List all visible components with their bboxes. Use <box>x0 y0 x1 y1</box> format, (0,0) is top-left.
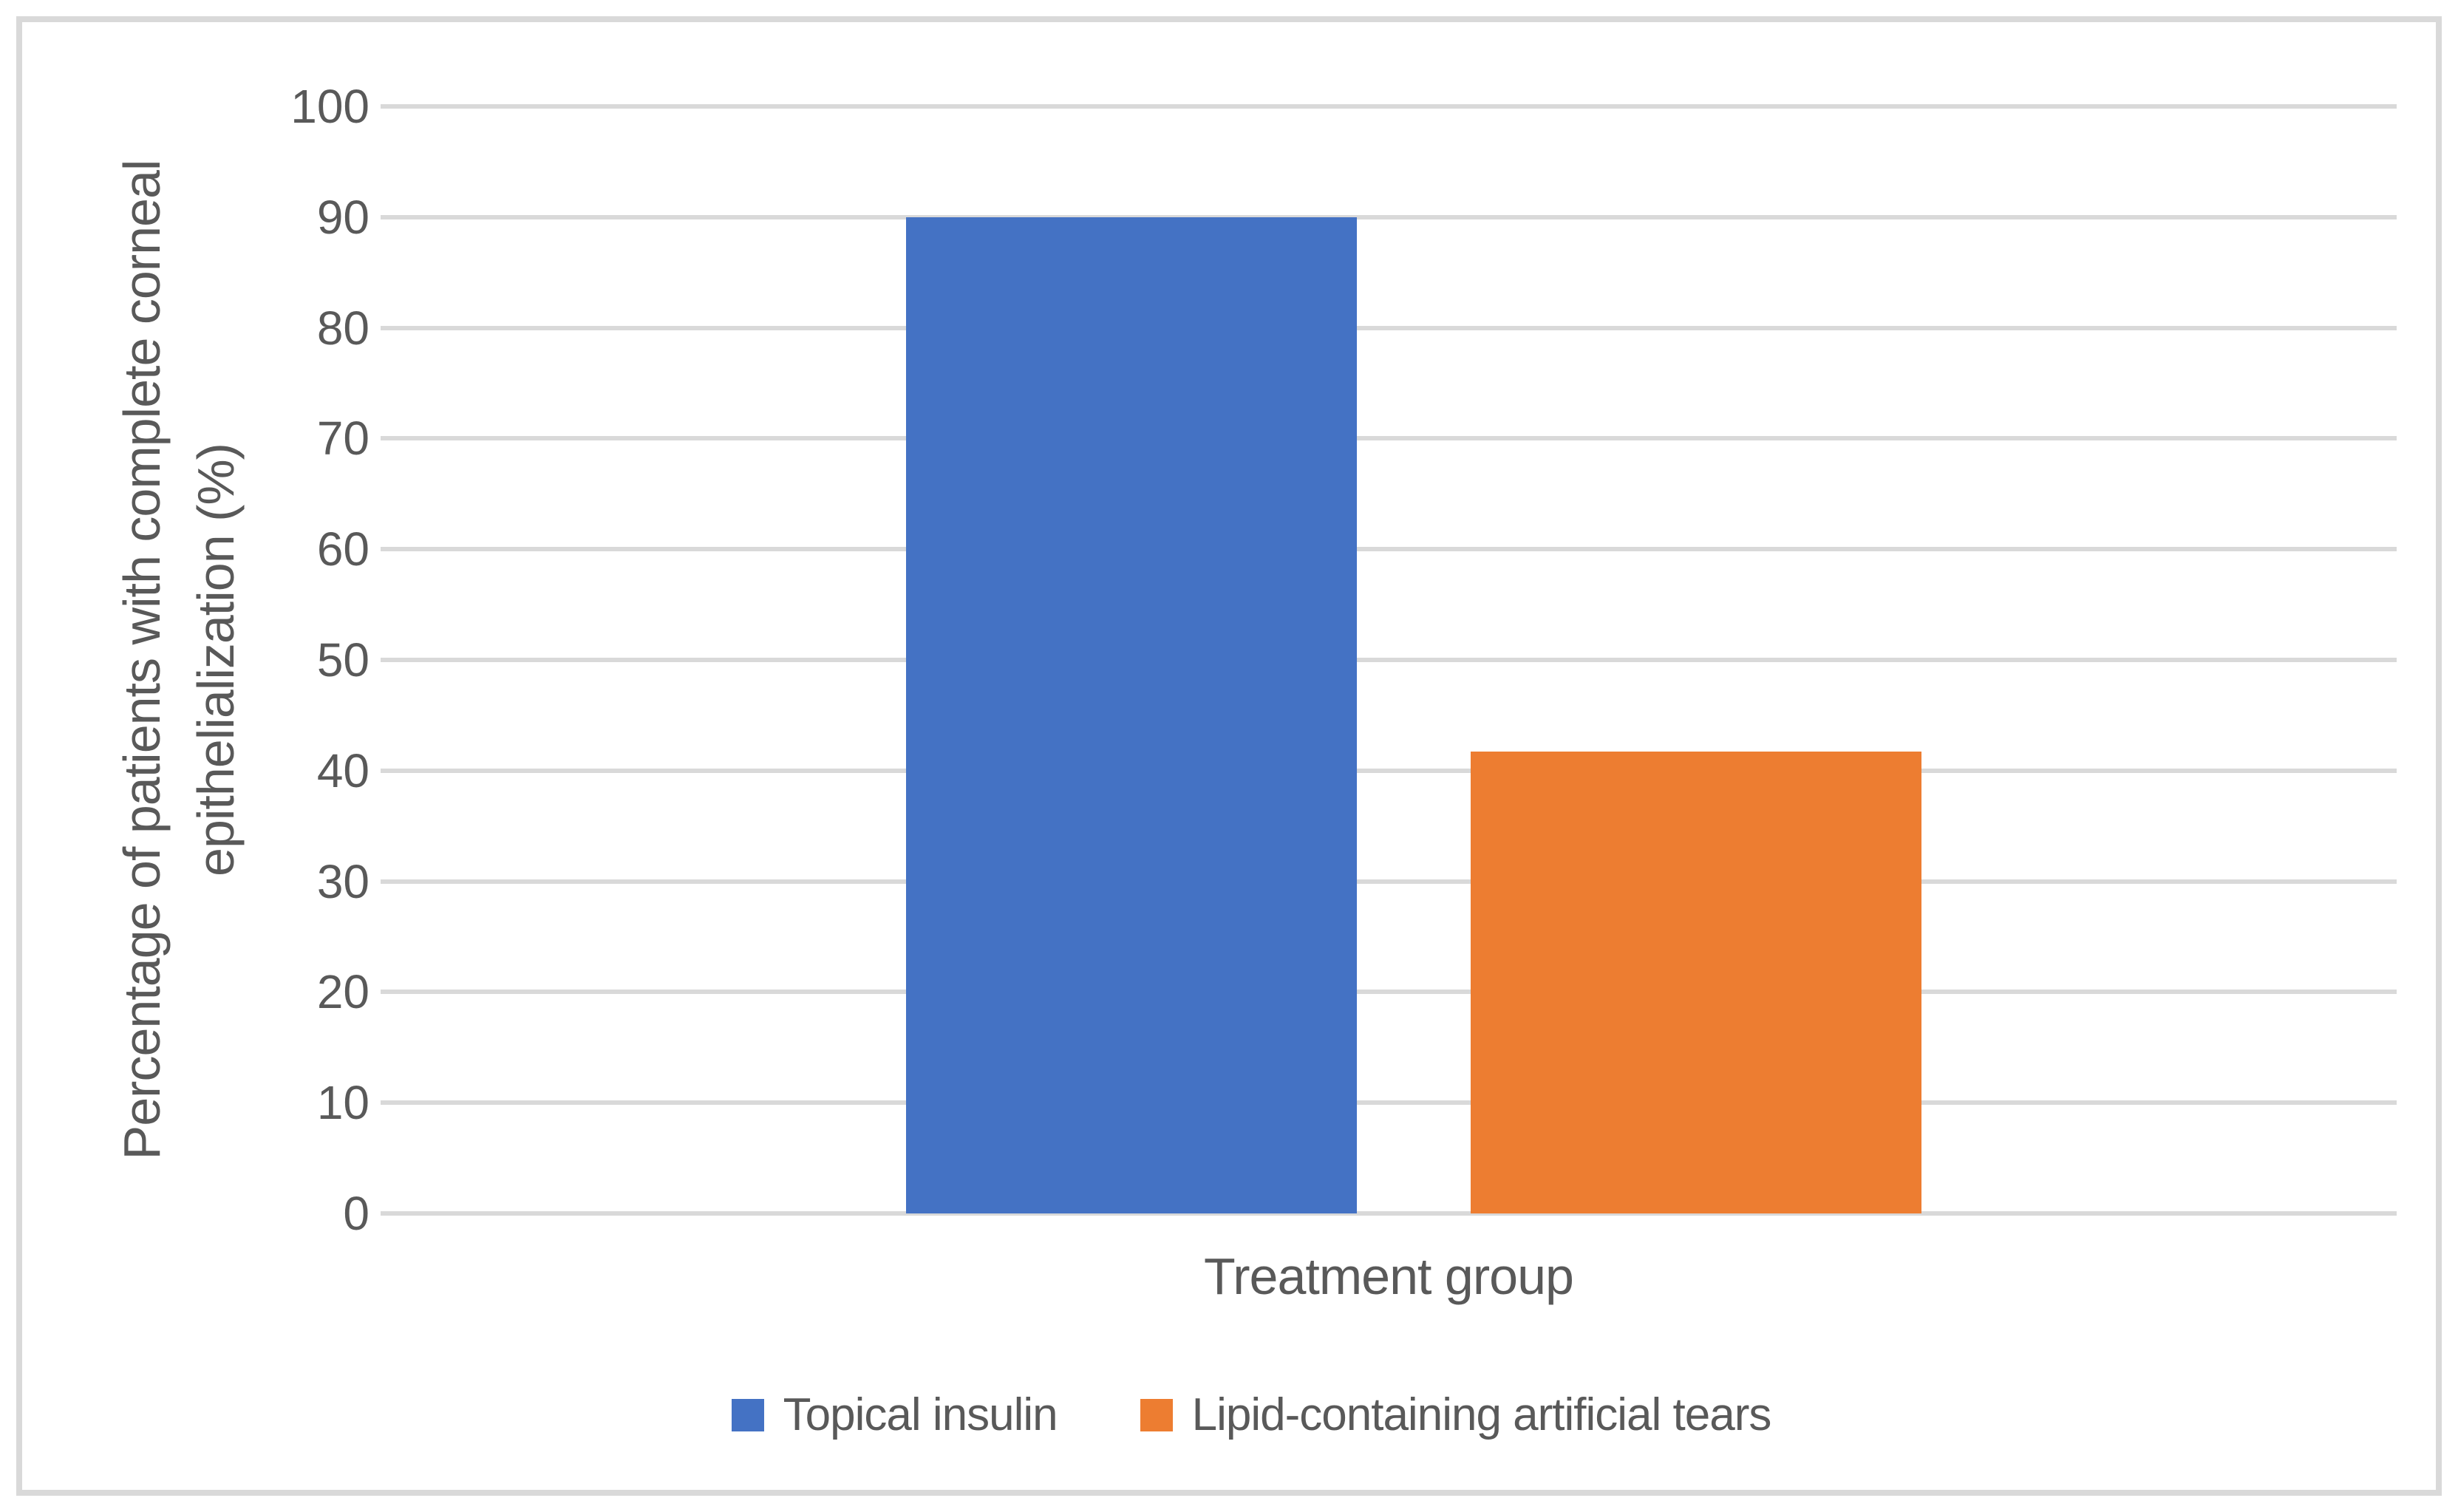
y-tick-label-10: 10 <box>316 1076 370 1130</box>
gridline-y-100 <box>381 104 2397 109</box>
y-tick-label-80: 80 <box>316 301 370 355</box>
legend-label: Topical insulin <box>783 1389 1058 1440</box>
legend-swatch-icon <box>731 1399 764 1431</box>
y-tick-label-30: 30 <box>316 854 370 908</box>
gridline-y-90 <box>381 214 2397 219</box>
legend: Topical insulin Lipid-containing artifici… <box>44 1388 2458 1443</box>
gridline-y-0 <box>381 1211 2397 1216</box>
legend-swatch-icon <box>1140 1399 1173 1431</box>
chart-figure: 100 90 80 70 60 50 40 30 20 10 0 Percentage of pat… <box>16 16 2442 1496</box>
gridline-y-70 <box>381 436 2397 441</box>
gridline-y-50 <box>381 658 2397 662</box>
y-tick-label-60: 60 <box>316 522 370 576</box>
gridline-y-20 <box>381 990 2397 995</box>
gridline-y-80 <box>381 325 2397 330</box>
y-tick-label-0: 0 <box>343 1187 370 1240</box>
y-tick-label-70: 70 <box>316 412 370 466</box>
y-tick-label-20: 20 <box>316 965 370 1019</box>
gridline-y-10 <box>381 1100 2397 1106</box>
y-tick-label-90: 90 <box>316 190 370 244</box>
gridline-y-60 <box>381 547 2397 552</box>
bar-topical-insulin <box>906 217 1357 1213</box>
y-axis-title: Percentage of patients with complete cor… <box>105 160 253 1160</box>
legend-item-lipid-containing-artificial-tears: Lipid-containing artificial tears <box>1140 1388 1771 1443</box>
y-axis-title-line1: Percentage of patients with complete cor… <box>113 160 171 1160</box>
legend-item-topical-insulin: Topical insulin <box>731 1388 1058 1443</box>
bar-lipid-containing-artificial-tears <box>1471 752 1921 1213</box>
y-tick-label-100: 100 <box>290 80 370 133</box>
legend-label: Lipid-containing artificial tears <box>1191 1389 1772 1440</box>
gridline-y-40 <box>381 768 2397 773</box>
y-tick-label-50: 50 <box>316 633 370 687</box>
gridline-y-30 <box>381 879 2397 884</box>
y-axis-title-line2: epithelialization (%) <box>187 443 245 876</box>
plot-area <box>381 104 2397 1216</box>
y-tick-label-40: 40 <box>316 743 370 797</box>
x-axis-title: Treatment group <box>1204 1247 1574 1305</box>
